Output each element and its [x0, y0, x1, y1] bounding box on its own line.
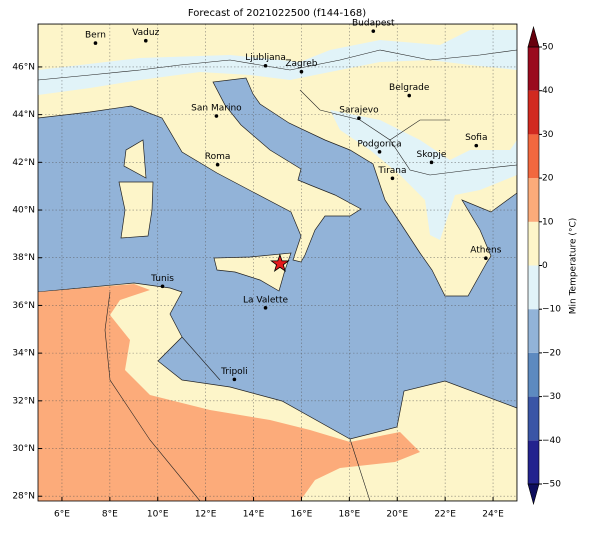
colorbar-under [527, 483, 540, 506]
event-marker [270, 253, 290, 272]
colorbar-label: Min Temperature (°C) [569, 218, 579, 315]
colorbar-bin [528, 440, 539, 484]
city-dot [263, 306, 268, 310]
y-tick-label: 36°N [12, 301, 35, 311]
colorbar-bin [528, 134, 539, 179]
borders [38, 49, 517, 501]
y-tick-label: 38°N [12, 253, 35, 263]
city-dot [390, 176, 395, 181]
colorbar-tick-label: −30 [542, 392, 561, 402]
y-tick-label: 40°N [12, 206, 35, 216]
city-dot [429, 160, 434, 165]
city-label: Tirana [377, 166, 406, 176]
y-tick-label: 42°N [12, 158, 35, 168]
x-tick-label: 18°E [339, 510, 361, 520]
colorbar-bin [528, 90, 539, 135]
city-dot [357, 116, 361, 121]
y-tick-label: 44°N [12, 110, 35, 120]
city-dot [215, 162, 220, 167]
city-label: Bern [85, 31, 106, 41]
colorbar-over [527, 25, 540, 48]
x-tick-label: 12°E [195, 510, 217, 520]
colorbar-bin [528, 396, 539, 441]
colorbar-bin [528, 352, 539, 397]
colorbar-tick-label: 40 [542, 86, 554, 96]
cold-patch [330, 110, 517, 240]
city-dot [160, 284, 165, 289]
y-tick-label: 34°N [12, 349, 35, 359]
colorbar-bin [528, 178, 539, 222]
x-tick-label: 10°E [147, 510, 169, 520]
colorbar-tick-label: 50 [542, 43, 554, 53]
colorbar-tick-label: 0 [542, 261, 548, 271]
colorbar-tick-label: −50 [542, 480, 561, 490]
city-label: Athens [470, 246, 501, 256]
x-tick-label: 8°E [102, 510, 118, 520]
title: Forecast of 2021022500 (f144-168) [188, 8, 366, 19]
city-label: Skopje [417, 150, 447, 160]
city-label: Tunis [150, 274, 174, 284]
colorbar-bin [528, 47, 539, 91]
corsica [123, 139, 147, 179]
colorbar-tick-label: 30 [542, 130, 554, 140]
map-frame [37, 23, 518, 502]
y-tick-label: 28°N [12, 492, 35, 502]
colorbar-bin [528, 265, 539, 310]
city-label: San Marino [191, 104, 242, 114]
city-dot [232, 377, 237, 382]
y-tick-label: 30°N [12, 444, 35, 454]
colorbar-tick-label: −40 [542, 436, 561, 446]
colorbar-bin [528, 221, 539, 266]
city-label: Roma [205, 152, 231, 162]
colorbar-tick-label: −20 [542, 348, 561, 358]
x-tick-label: 16°E [291, 510, 313, 520]
city-label: Zagreb [285, 59, 317, 69]
x-tick-label: 22°E [434, 510, 456, 520]
y-tick-label: 32°N [12, 396, 35, 406]
warm-region [38, 284, 420, 501]
sicily [213, 252, 292, 292]
city-label: Podgorica [357, 139, 401, 149]
grid [38, 24, 517, 501]
city-dot [407, 93, 412, 98]
city-label: Sarajevo [339, 106, 379, 116]
city-label: Belgrade [389, 83, 430, 93]
city-label: Vaduz [132, 28, 159, 38]
x-tick-label: 20°E [386, 510, 408, 520]
city-dot [484, 256, 488, 261]
x-tick-label: 24°E [482, 510, 504, 520]
city-dot [371, 29, 376, 33]
city-label: La Valette [243, 295, 288, 305]
colorbar-tick-label: 10 [542, 217, 554, 227]
y-tick-label: 46°N [12, 62, 35, 72]
x-tick-label: 14°E [243, 510, 265, 520]
colorbar-tick-label: 20 [542, 174, 554, 184]
city-dot [377, 150, 382, 154]
colorbar-tick-label: −10 [542, 305, 561, 315]
city-label: Tripoli [220, 367, 248, 377]
city-dot [299, 69, 304, 74]
city-label: Ljubljana [245, 53, 286, 63]
city-dot [214, 114, 219, 118]
city-dot [263, 63, 268, 68]
city-label: Budapest [352, 19, 395, 29]
x-tick-label: 6°E [54, 510, 70, 520]
map-area [38, 24, 517, 501]
city-dot [93, 41, 98, 45]
europe-land [38, 24, 517, 297]
city-dot [474, 143, 479, 148]
colorbar-bin [528, 309, 539, 353]
city-label: Sofia [465, 133, 487, 143]
city-dot [143, 38, 148, 43]
